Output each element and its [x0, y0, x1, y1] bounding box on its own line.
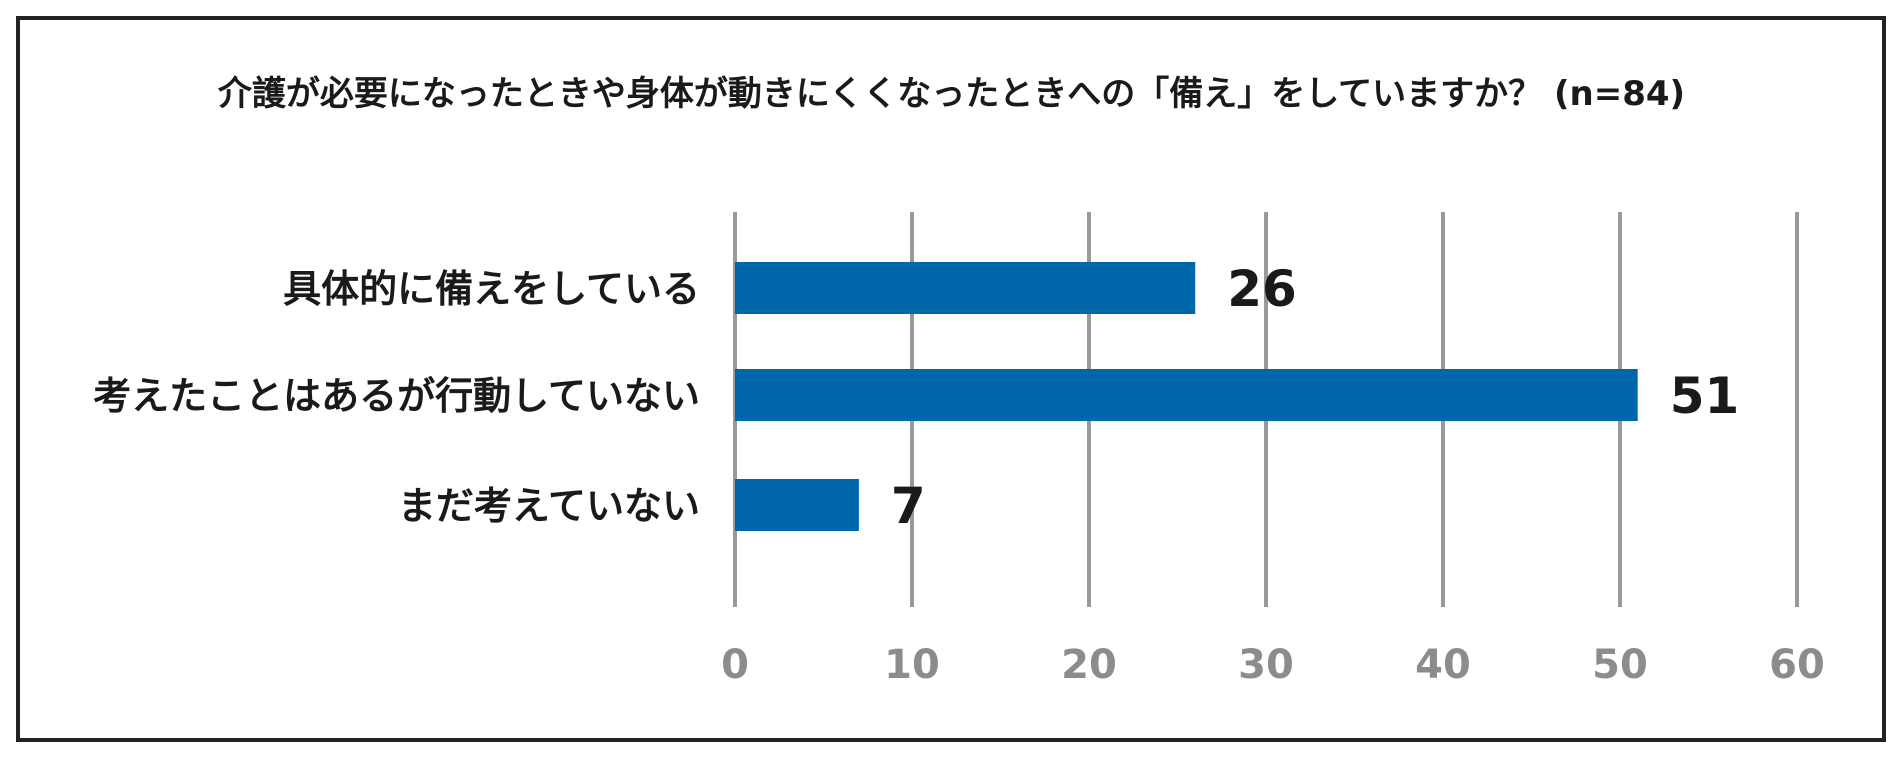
x-axis-ticks: 0 10 20 30 40 50 60 — [721, 642, 1825, 688]
data-label-2: 51 — [1670, 367, 1740, 425]
chart-title: 介護が必要になったときや身体が動きにくくなったときへの「備え」をしていますか？ … — [217, 74, 1686, 114]
bars — [735, 262, 1638, 531]
labels: 26 具体的に備えをしている 51 考えたことはあるが行動していない 7 まだ考えていない — [93, 260, 1739, 535]
bar-2 — [735, 369, 1638, 421]
x-tick-label-10: 10 — [884, 642, 940, 688]
data-label-1: 26 — [1227, 260, 1297, 318]
x-tick-label-50: 50 — [1592, 642, 1648, 688]
x-tick-label-20: 20 — [1061, 642, 1117, 688]
category-label-2: 考えたことはあるが行動していない — [93, 374, 700, 418]
category-label-1: 具体的に備えをしている — [283, 267, 700, 311]
data-label-3: 7 — [891, 477, 926, 535]
bar-1 — [735, 262, 1196, 314]
category-label-3: まだ考えていない — [398, 484, 700, 528]
x-tick-label-0: 0 — [721, 642, 749, 688]
bar-3 — [735, 479, 859, 531]
x-tick-label-40: 40 — [1415, 642, 1471, 688]
x-tick-label-60: 60 — [1769, 642, 1825, 688]
x-tick-label-30: 30 — [1238, 642, 1294, 688]
